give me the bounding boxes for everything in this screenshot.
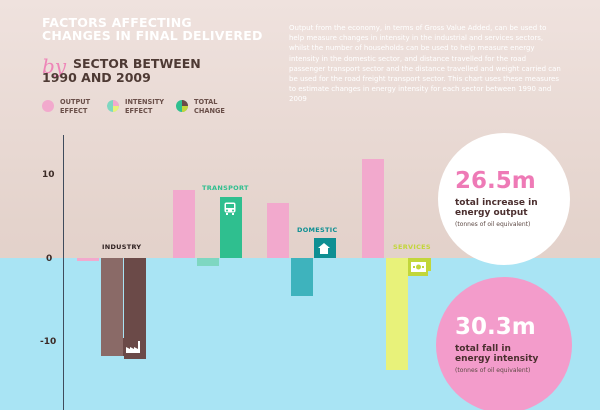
house-icon: [314, 239, 334, 257]
fall-line-1: total fall in: [455, 344, 511, 354]
legend-label: EFFECT: [60, 106, 88, 115]
bar-output-industry: [77, 258, 99, 261]
y-axis-line: [63, 135, 64, 410]
total-change-swatch: [176, 100, 188, 112]
cash-icon: [408, 258, 428, 276]
bar-intensity-transport: [196, 258, 219, 266]
increase-line-2: energy output: [455, 208, 528, 218]
bar-intensity-industry: [100, 258, 123, 356]
category-label-services: SERVICES: [393, 243, 431, 251]
legend-label: INTENSITY: [125, 98, 164, 106]
output-effect-swatch: [42, 100, 54, 112]
y-tick-label: 0: [46, 254, 53, 264]
fall-note: (tonnes of oil equivalent): [455, 367, 531, 374]
legend-label: OUTPUT: [60, 98, 91, 106]
increase-value: 26.5m: [455, 168, 536, 194]
increase-note: (tonnes of oil equivalent): [455, 221, 531, 228]
legend-label: TOTAL: [194, 98, 218, 106]
title-line-1: FACTORS AFFECTING: [42, 15, 192, 30]
category-label-transport: TRANSPORT: [202, 184, 249, 192]
increase-line-1: total increase in: [455, 198, 538, 208]
title-line-2: CHANGES IN FINAL DELIVERED: [42, 28, 263, 43]
bar-total-industry: [124, 258, 146, 360]
bar-intensity-domestic: [290, 258, 313, 296]
increase-callout-circle: [438, 133, 570, 265]
y-tick-label: -10: [40, 337, 57, 347]
legend-label: CHANGE: [194, 106, 225, 115]
subtitle-line-2: 1990 AND 2009: [42, 70, 151, 85]
category-label-domestic: DOMESTIC: [297, 226, 338, 234]
bus-icon: [220, 199, 240, 217]
bar-output-domestic: [267, 202, 289, 258]
bar-output-transport: [173, 189, 195, 258]
fall-line-2: energy intensity: [455, 354, 539, 364]
fall-value: 30.3m: [455, 314, 536, 340]
description-text: Output from the economy, in terms of Gro…: [289, 24, 561, 104]
subtitle-line-1: SECTOR BETWEEN: [73, 56, 201, 71]
fall-callout-circle: [436, 277, 572, 410]
bar-intensity-services: [385, 258, 408, 370]
factory-icon: [123, 338, 143, 356]
intensity-effect-swatch: [107, 100, 119, 112]
y-tick-label: 10: [42, 170, 55, 180]
category-label-industry: INDUSTRY: [102, 243, 142, 251]
subtitle-by: by: [42, 54, 67, 78]
legend-label: EFFECT: [125, 106, 153, 115]
chart-title: FACTORS AFFECTING CHANGES IN FINAL DELIV…: [42, 16, 263, 42]
bar-output-services: [362, 159, 384, 258]
